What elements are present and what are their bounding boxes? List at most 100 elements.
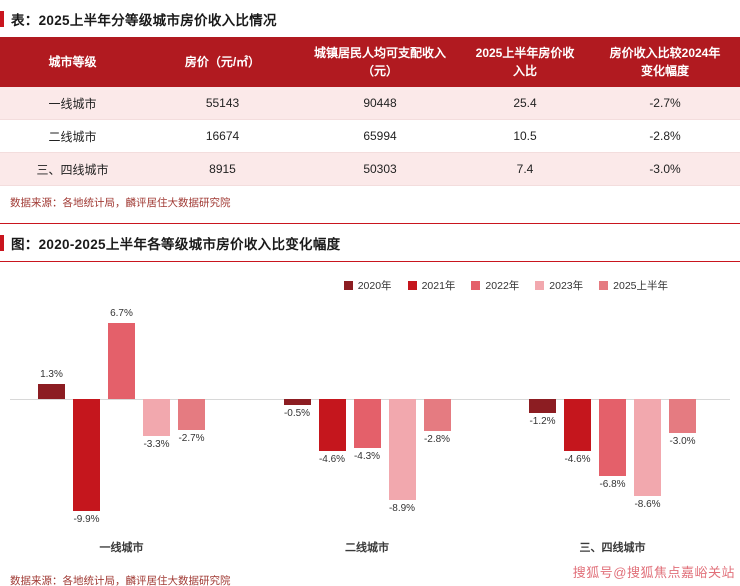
legend-item: 2021年 [407,278,456,293]
bar-group-3: -1.2% -4.6% -6.8% -8.6% -3.0% 三、四线城市 [525,303,700,555]
chart-section: 图：2020-2025上半年各等级城市房价收入比变化幅度 2020年 2021年 2… [0,224,740,586]
legend-label: 2021年 [421,280,456,292]
bar-value-label: -4.3% [353,450,381,462]
table-cell: 一线城市 [48,96,97,111]
table-cell: 7.4 [516,162,534,176]
legend-item: 2022年 [471,278,519,293]
bar-value-label: 1.3% [40,369,63,381]
table-section-title: 表：2025上半年分等级城市房价收入比情况 [0,0,740,37]
watermark-text: 搜狐号@搜狐焦点嘉峪关站 [572,565,735,580]
bar: -8.9% [385,303,420,555]
table-cell: 25.4 [513,96,537,110]
legend-swatch [599,281,609,290]
bar-value-label: -3.0% [669,435,696,447]
column-header: 2025上半年房价收入比 [460,37,590,87]
bar-rect [388,399,416,500]
bar-rect [669,399,696,433]
legend-label: 2022年 [485,280,520,292]
bar-value-label: -8.6% [634,499,661,511]
category-label: 三、四线城市 [579,542,646,554]
bar-rect [73,399,100,511]
chart-title-text: 图：2020-2025上半年各等级城市房价收入比变化幅度 [11,237,341,252]
table-row: 二线城市 16674 65994 10.5 -2.8% [0,119,740,153]
legend-item: 2023年 [535,278,583,293]
table-section: 表：2025上半年分等级城市房价收入比情况 城市等级 房价（元/㎡） 城镇居民人均可… [0,0,740,223]
legend-label: 2025上半年 [613,280,668,292]
bar: -8.6% [630,303,665,555]
bar-group-2: -0.5% -4.6% -4.3% -8.9% -2.8% 二线城市 [280,303,455,555]
table-cell: 三、四线城市 [36,162,109,177]
bar-rect [38,384,65,399]
bar: -1.2% [525,303,560,555]
bar-rect [143,399,170,437]
chart-legend: 2020年 2021年 2022年 2023年 2025上半年 [0,262,740,293]
bar-rect [108,323,135,399]
bar-value-label: -9.9% [73,513,100,525]
column-header: 城市等级 [0,37,145,87]
bar-value-label: -4.6% [318,454,346,465]
table-cell: 65994 [363,129,397,143]
table-body: 一线城市 55143 90448 25.4 -2.7% 二线城市 16674 65994 10.… [0,87,740,186]
bar: 6.7% [104,303,139,555]
table-header-row: 城市等级 房价（元/㎡） 城镇居民人均可支配收入（元） 2025上半年房价收入比 房价收… [0,37,740,87]
chart-title-divider [0,261,740,262]
bar-rect [318,399,346,451]
bar-rect [283,399,311,405]
bar: -2.7% [174,303,209,555]
legend-swatch [343,281,353,290]
chart-section-title: 图：2020-2025上半年各等级城市房价收入比变化幅度 [0,224,740,261]
bar-group-1: 1.3% -9.9% 6.7% -3.3% -2.7% 一线城市 [34,303,209,555]
table-cell: 50303 [363,162,397,176]
legend-swatch [535,281,545,290]
column-header: 房价（元/㎡） [145,37,300,87]
table-cell: -3.0% [649,162,681,176]
bar-value-label: -2.8% [423,433,451,445]
legend-swatch [471,281,481,290]
title-accent-bar [0,11,4,27]
price-income-table: 城市等级 房价（元/㎡） 城镇居民人均可支配收入（元） 2025上半年房价收入比 房价收… [0,37,740,186]
bar: -3.3% [139,303,174,555]
bar-value-label: -3.3% [143,439,170,451]
bar: -4.6% [560,303,595,555]
title-accent-bar [0,235,4,251]
bar-rect [634,399,661,497]
bar: -4.3% [350,303,385,555]
section-divider [0,223,740,224]
legend-swatch [407,281,417,290]
bar-rect [423,399,451,431]
bar-value-label: -0.5% [283,407,311,419]
table-cell: -2.7% [649,96,681,110]
bar: -2.8% [420,303,455,555]
bar-rect [178,399,205,430]
column-header: 房价收入比较2024年变化幅度 [590,37,740,87]
legend-label: 2023年 [549,280,584,292]
table-row: 三、四线城市 8915 50303 7.4 -3.0% [0,152,740,186]
table-cell: -2.8% [649,129,681,143]
chart-source-note: 数据来源：各地统计局，麟评居住大数据研究院 [10,575,231,586]
table-cell: 10.5 [513,129,537,143]
bar-rect [564,399,591,451]
column-header: 城镇居民人均可支配收入（元） [300,37,460,87]
bar-value-label: 6.7% [110,308,133,320]
bar-value-label: -6.8% [599,478,626,490]
bar: -9.9% [69,303,104,555]
legend-item: 2025上半年 [599,278,668,293]
bar-value-label: -8.9% [388,502,416,514]
table-cell: 8915 [209,162,236,176]
bar-chart-plot: 1.3% -9.9% 6.7% -3.3% -2.7% 一线城市 -0.5% -4.6% -4.… [10,303,730,555]
bar: -3.0% [665,303,700,555]
table-row: 一线城市 55143 90448 25.4 -2.7% [0,87,740,120]
bar: -4.6% [315,303,350,555]
bar-rect [353,399,381,448]
bar-rect [529,399,556,413]
table-cell: 90448 [363,96,397,110]
table-cell: 二线城市 [48,129,97,144]
legend-label: 2020年 [357,280,392,292]
category-label: 一线城市 [99,542,144,554]
bar: 1.3% [34,303,69,555]
bar: -6.8% [595,303,630,555]
bar-value-label: -1.2% [529,415,556,427]
category-label: 二线城市 [345,542,389,554]
table-source-note: 数据来源：各地统计局，麟评居住大数据研究院 [10,197,231,209]
